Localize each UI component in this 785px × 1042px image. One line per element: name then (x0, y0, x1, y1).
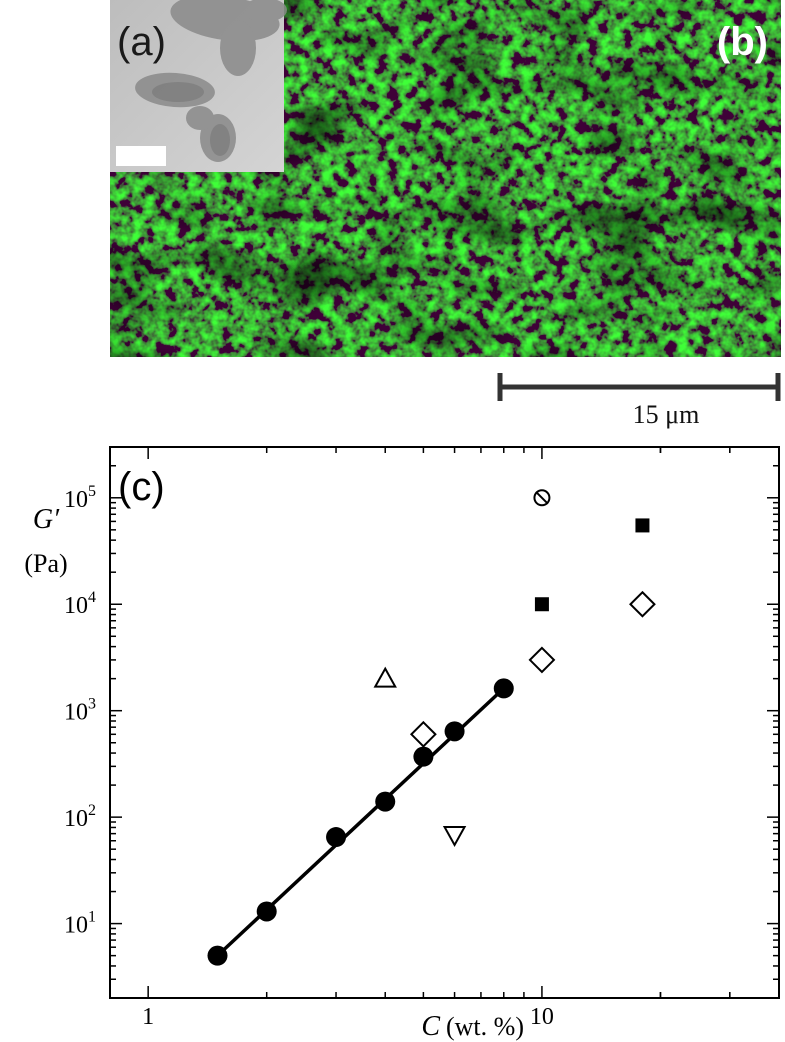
data-point-filled-circle (375, 791, 396, 812)
x-tick-label: 10 (530, 1004, 554, 1030)
data-point-filled-circle (444, 721, 465, 742)
plot-frame (109, 446, 780, 999)
data-points (207, 489, 656, 966)
y-tick-label: 102 (64, 802, 96, 832)
micrograph-scale-bar: 15 μm (497, 373, 781, 429)
y-axis-unit: (Pa) (24, 549, 67, 578)
data-point-open-triangle-down (442, 825, 467, 848)
data-point-filled-circle (256, 901, 277, 922)
data-point-open-diamond (409, 720, 437, 748)
axis-tick-labels: 1 10 101 102 103 104 105 (64, 483, 554, 1030)
panel-c-label: (c) (118, 465, 165, 509)
y-axis-symbol: G′ (33, 504, 60, 535)
panel-b-label: (b) (717, 20, 768, 64)
data-point-filled-circle (207, 945, 228, 966)
data-point-open-diamond (629, 590, 656, 618)
panel-a-label: (a) (117, 20, 166, 64)
x-axis-unit: (wt. %) (446, 1012, 524, 1041)
data-point-filled-circle (413, 746, 434, 767)
data-point-open-triangle-up (373, 666, 397, 688)
y-tick-label: 105 (64, 483, 96, 513)
data-point-filled-square (534, 597, 549, 612)
crossed-circle-slash (535, 491, 549, 505)
y-tick-label: 103 (64, 696, 96, 726)
x-tick-label: 1 (142, 1004, 154, 1030)
data-point-filled-square (635, 518, 650, 533)
data-point-crossed-circle (533, 489, 551, 507)
data-point-filled-circle (493, 678, 514, 699)
x-axis-symbol: C (421, 1011, 440, 1042)
y-tick-label: 104 (64, 589, 96, 619)
axis-ticks (110, 446, 780, 999)
data-point-open-diamond (528, 646, 556, 674)
y-tick-label: 101 (64, 909, 96, 939)
data-point-filled-circle (326, 827, 347, 848)
tem-scale-bar (116, 146, 166, 166)
tem-inset: (a) (110, 0, 287, 172)
modulus-plot: (c) 1 10 101 102 103 104 105 G′ (Pa) C (wt. %) (24, 446, 780, 1042)
scale-bar-label: 15 μm (633, 400, 700, 429)
